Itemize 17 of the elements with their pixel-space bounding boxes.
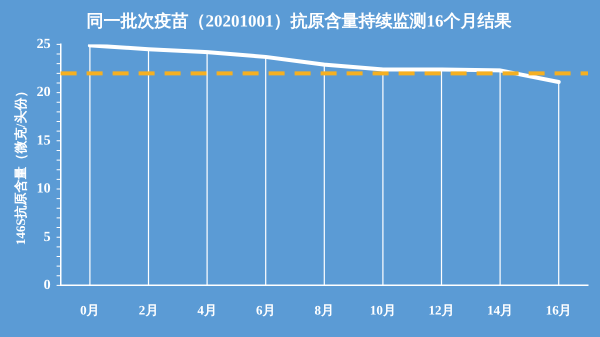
y-tick-label: 25 xyxy=(36,37,51,52)
x-tick-label: 12月 xyxy=(428,302,454,318)
y-tick-label: 10 xyxy=(36,182,51,197)
chart-title: 同一批次疫苗（20201001）抗原含量持续监测16个月结果 xyxy=(86,12,512,31)
x-tick-label: 0月 xyxy=(80,302,100,318)
x-tick-label: 14月 xyxy=(487,302,514,318)
y-tick-label: 5 xyxy=(44,230,51,245)
y-axis-title: 146S抗原含量（微克/头份） xyxy=(13,84,28,246)
y-tick-label: 0 xyxy=(44,278,51,294)
x-tick-label: 16月 xyxy=(546,302,572,318)
x-tick-label: 10月 xyxy=(370,302,396,318)
x-tick-label: 2月 xyxy=(138,302,158,318)
y-tick-label: 20 xyxy=(36,85,51,100)
x-tick-label: 8月 xyxy=(314,302,334,318)
y-tick-label: 15 xyxy=(36,133,51,148)
x-tick-label: 4月 xyxy=(197,302,217,318)
x-tick-label: 6月 xyxy=(256,302,276,318)
